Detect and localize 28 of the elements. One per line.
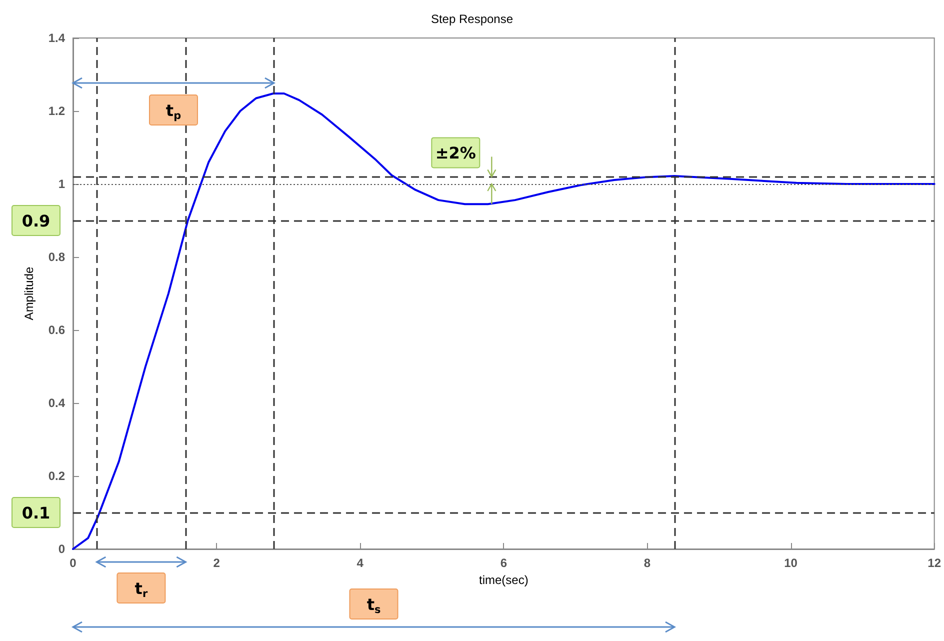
x-tick-label: 4 <box>356 556 364 570</box>
y-tick-label: 0.8 <box>48 250 66 264</box>
callout-box: t$_{s}$ <box>349 588 398 620</box>
annotation: t$_{p}$ <box>166 100 182 122</box>
chart-title: Step Response <box>430 12 514 26</box>
x-tick-label: 0 <box>70 556 77 570</box>
y-tick-label: 1.4 <box>48 31 66 45</box>
ref-line-label: 0.9 <box>22 211 50 230</box>
callout-box: 0.1 <box>12 497 60 528</box>
x-tick-label: 2 <box>213 556 220 570</box>
y-tick-label: 0.2 <box>48 469 66 483</box>
callout-box: t$_{p}$ <box>149 94 198 126</box>
y-tick-label: 1 <box>58 177 66 191</box>
y-tick-label: 0.6 <box>48 323 66 337</box>
x-axis-title: time(sec) <box>478 572 528 587</box>
y-axis-title: Amplitude <box>22 266 36 320</box>
x-tick-label: 12 <box>928 556 942 570</box>
x-tick-label: 6 <box>500 556 508 570</box>
y-tick-label: 0.4 <box>48 396 66 410</box>
callout-box: t$_{r}$ <box>116 572 166 604</box>
callout-box: 0.9 <box>12 205 60 236</box>
x-tick-label: 8 <box>644 556 651 570</box>
annotation: ±2% <box>435 143 476 162</box>
x-tick-label: 10 <box>784 556 798 570</box>
y-tick-label: 0 <box>58 542 66 556</box>
callout-box: ±2% <box>431 137 480 168</box>
y-tick-label: 1.2 <box>48 104 66 118</box>
ref-line-label: 0.1 <box>22 503 50 522</box>
